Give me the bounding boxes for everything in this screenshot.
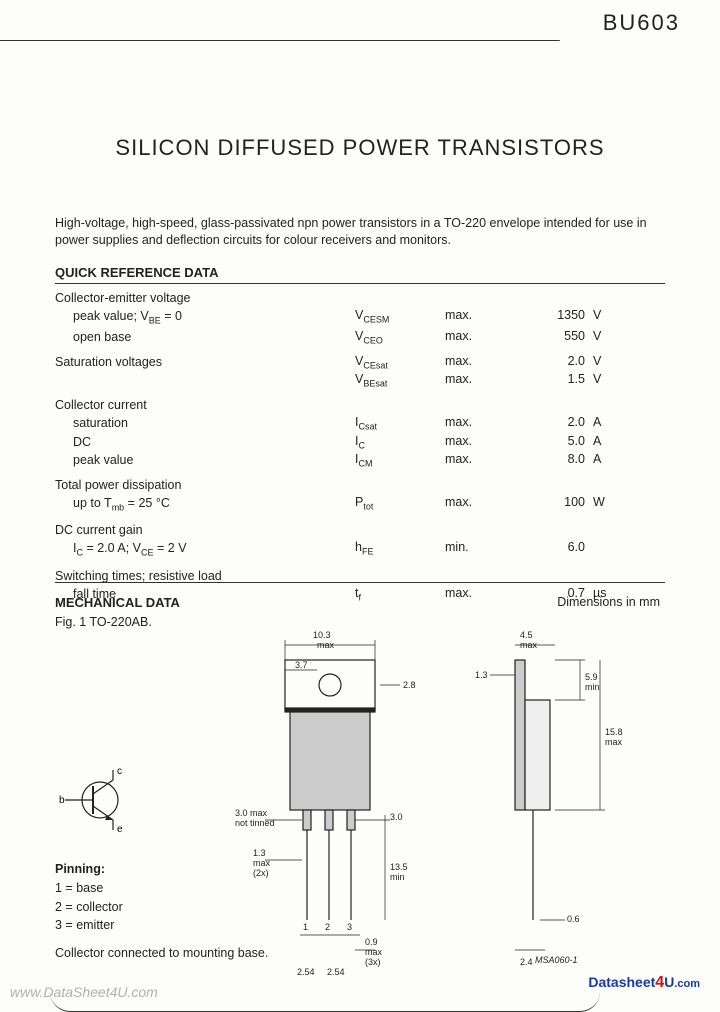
svg-text:1.3: 1.3 xyxy=(253,848,266,858)
datasheet4u-logo: Datasheet4U.com xyxy=(588,974,700,992)
svg-text:2.4: 2.4 xyxy=(520,957,533,967)
qrd-rule-top xyxy=(55,283,665,284)
svg-text:(3x): (3x) xyxy=(365,957,381,967)
svg-text:1: 1 xyxy=(303,922,308,932)
svg-text:max: max xyxy=(605,737,623,747)
part-number: BU603 xyxy=(603,10,680,36)
mechanical-area: b c e xyxy=(55,615,665,972)
qrd-rule-bottom xyxy=(55,582,665,583)
svg-text:0.9: 0.9 xyxy=(365,937,378,947)
watermark-url: www.DataSheet4U.com xyxy=(10,984,158,1000)
svg-text:5.9: 5.9 xyxy=(585,672,598,682)
qrd-heading: QUICK REFERENCE DATA xyxy=(55,265,218,280)
svg-text:min: min xyxy=(390,872,405,882)
svg-text:(2x): (2x) xyxy=(253,868,269,878)
sym-e: e xyxy=(117,824,123,835)
pin-2: 2 = collector xyxy=(55,898,123,917)
qrd-table: Collector-emitter voltagepeak value; VBE… xyxy=(55,290,665,610)
package-front-view: 10.3 max 3.7 2.8 3.0 max not tinned 3.0 … xyxy=(235,620,435,980)
svg-text:max: max xyxy=(317,640,335,650)
pinning-head: Pinning: xyxy=(55,860,123,879)
svg-text:3.0 max: 3.0 max xyxy=(235,808,268,818)
svg-text:13.5: 13.5 xyxy=(390,862,408,872)
collector-note: Collector connected to mounting base. xyxy=(55,945,268,963)
svg-text:15.8: 15.8 xyxy=(605,727,623,737)
svg-text:10.3: 10.3 xyxy=(313,630,331,640)
svg-text:0.6: 0.6 xyxy=(567,914,580,924)
svg-text:3.7: 3.7 xyxy=(295,660,308,670)
package-side-view: 4.5 max 1.3 5.9 min 15.8 max 0.6 2.4 xyxy=(455,620,655,980)
svg-text:max: max xyxy=(365,947,383,957)
sym-b: b xyxy=(59,795,65,806)
pin-3: 3 = emitter xyxy=(55,916,123,935)
pin-1: 1 = base xyxy=(55,879,123,898)
svg-text:4.5: 4.5 xyxy=(520,630,533,640)
drawing-code: MSA060-1 xyxy=(535,955,578,965)
svg-text:3: 3 xyxy=(347,922,352,932)
svg-text:2.54: 2.54 xyxy=(297,967,315,977)
svg-text:not tinned: not tinned xyxy=(235,818,275,828)
page-border-top xyxy=(0,40,560,41)
page-title: SILICON DIFFUSED POWER TRANSISTORS xyxy=(0,135,720,161)
mech-heading: MECHANICAL DATA xyxy=(55,595,180,610)
svg-text:1.3: 1.3 xyxy=(475,670,488,680)
pinning-block: Pinning: 1 = base 2 = collector 3 = emit… xyxy=(55,860,123,935)
svg-text:2.8: 2.8 xyxy=(403,680,416,690)
sym-c: c xyxy=(117,766,122,777)
dim-label: Dimensions in mm xyxy=(557,595,660,609)
svg-text:2.54: 2.54 xyxy=(327,967,345,977)
svg-text:3.0: 3.0 xyxy=(390,812,403,822)
svg-text:2: 2 xyxy=(325,922,330,932)
description: High-voltage, high-speed, glass-passivat… xyxy=(55,215,665,249)
svg-text:max: max xyxy=(253,858,271,868)
transistor-symbol: b c e xyxy=(55,760,135,840)
svg-text:max: max xyxy=(520,640,538,650)
svg-text:min: min xyxy=(585,682,600,692)
